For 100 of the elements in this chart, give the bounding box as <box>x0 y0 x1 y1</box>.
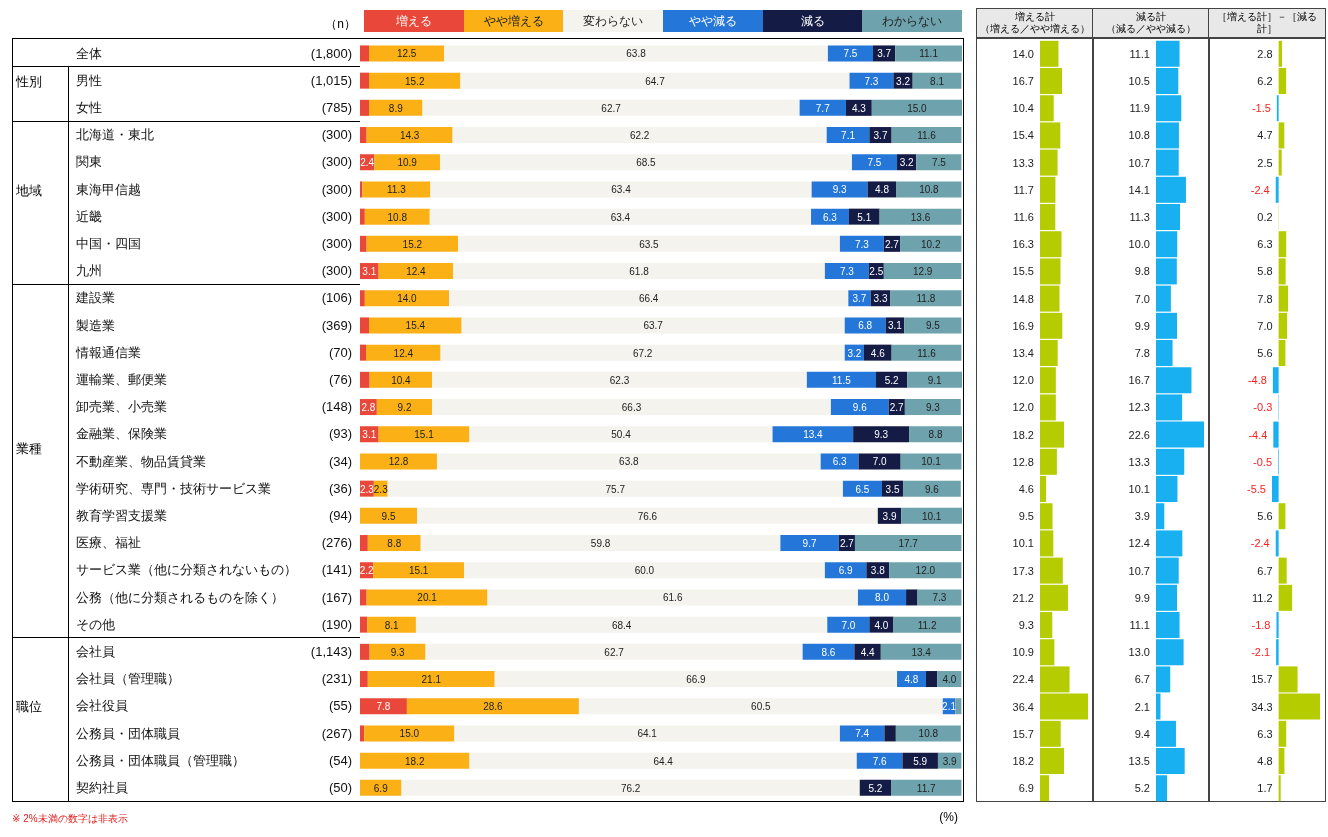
x-axis-title: (%) <box>938 809 958 824</box>
y-tick-label: 運輸業、郵便業 <box>76 372 167 387</box>
y2-tick-label: (106) <box>321 290 352 306</box>
data-label: 10.1 <box>1128 483 1150 496</box>
data-label: 4.7 <box>1257 129 1273 142</box>
data-label: 7.7 <box>815 102 831 114</box>
text: 減る <box>762 10 863 32</box>
data-label: 3.3 <box>873 293 888 305</box>
bar <box>454 725 840 742</box>
y-tick-label: 九州 <box>76 263 102 279</box>
bar <box>827 45 873 62</box>
data-label: 9.5 <box>381 510 396 522</box>
bar <box>374 154 440 171</box>
bar <box>857 589 907 606</box>
y2-tick-label: (1,143) <box>310 643 352 659</box>
y-tick-label: 教育学習支援業 <box>76 508 167 523</box>
data-label: 12.0 <box>1012 401 1034 414</box>
data-label: 10.8 <box>919 184 940 196</box>
data-label: 15.0 <box>907 102 928 114</box>
data-label: 6.5 <box>855 483 870 495</box>
y-tick-label: その他 <box>76 616 115 632</box>
y2-tick-label: (300) <box>321 236 352 251</box>
bar <box>494 671 898 688</box>
data-label: -0.5 <box>1253 455 1273 468</box>
data-label: 67.2 <box>632 347 653 359</box>
bar <box>360 290 365 307</box>
data-label: 9.3 <box>925 402 941 414</box>
data-label: 68.5 <box>636 157 657 169</box>
y2-tick-label: (76) <box>328 372 352 387</box>
y2-tick-label: (50) <box>328 779 352 795</box>
data-label: 6.9 <box>373 782 389 794</box>
bar <box>439 154 852 171</box>
data-label: -4.8 <box>1247 374 1267 387</box>
data-label: 7.3 <box>932 592 947 604</box>
data-label: 15.0 <box>399 728 420 740</box>
bar <box>854 535 962 552</box>
data-label: 3.7 <box>852 293 867 305</box>
data-label: 11.7 <box>1013 183 1034 196</box>
data-label: -1.5 <box>1251 102 1271 115</box>
data-label: 7.5 <box>931 157 947 169</box>
data-label: 76.6 <box>637 510 658 522</box>
data-label: 3.2 <box>899 157 915 169</box>
bar <box>360 371 370 388</box>
data-label: 6.9 <box>1018 782 1034 795</box>
bar <box>369 99 423 116</box>
data-label: 9.3 <box>1018 619 1034 632</box>
data-label: 16.7 <box>1012 75 1034 88</box>
y2-tick-label: (167) <box>321 589 352 605</box>
bar <box>369 317 462 334</box>
data-label: 13.3 <box>1128 455 1150 468</box>
bar <box>360 671 368 688</box>
data-label: 7.0 <box>1257 319 1273 332</box>
bar <box>1275 530 1279 557</box>
data-label: 8.9 <box>388 102 404 114</box>
data-label: 66.4 <box>638 293 659 305</box>
data-label: 13.4 <box>911 646 932 658</box>
bar <box>883 263 962 280</box>
bar <box>369 643 426 660</box>
bar <box>916 154 962 171</box>
y-tick-label: 公務員・団体職員 <box>76 725 180 741</box>
data-label: 7.8 <box>376 701 391 713</box>
bar <box>904 399 961 416</box>
bar <box>360 344 367 361</box>
data-label: 20.1 <box>417 592 438 604</box>
bar <box>387 480 843 497</box>
data-label: 14.1 <box>1128 183 1150 196</box>
data-label: 62.2 <box>629 130 650 142</box>
data-label: 5.9 <box>913 755 928 767</box>
data-label: 6.2 <box>1257 75 1273 88</box>
chart-title: ［増える計］－［減る計］ <box>1209 11 1325 35</box>
data-label: 50.4 <box>611 429 632 441</box>
data-label: 3.1 <box>362 429 377 441</box>
y2-tick-label: (36) <box>328 480 352 496</box>
data-label: 11.5 <box>832 374 852 386</box>
y-tick-label: 北海道・東北 <box>76 127 154 143</box>
data-label: -0.3 <box>1253 401 1273 414</box>
bar <box>429 208 812 225</box>
bar <box>366 235 459 252</box>
data-label: 68.4 <box>611 619 632 631</box>
data-label: 15.2 <box>402 238 423 250</box>
bar <box>360 72 370 89</box>
bar <box>420 535 781 552</box>
bar <box>449 290 849 307</box>
data-label: 10.2 <box>921 238 941 250</box>
y2-tick-label: (141) <box>321 562 352 578</box>
bar <box>907 371 962 388</box>
data-label: 11.1 <box>1129 47 1150 60</box>
data-label: 18.2 <box>1012 428 1034 441</box>
data-label: -1.8 <box>1251 619 1271 632</box>
data-label: 14.0 <box>397 293 418 305</box>
bar <box>436 453 821 470</box>
bar <box>366 344 441 361</box>
data-label: 12.3 <box>1128 401 1150 414</box>
data-label: 5.2 <box>1134 782 1150 795</box>
data-label: 8.1 <box>930 75 945 87</box>
data-label: 2.5 <box>1257 156 1273 169</box>
data-label: 21.2 <box>1012 591 1034 604</box>
data-label: 3.5 <box>885 483 900 495</box>
text: 性別 <box>16 72 43 91</box>
bar <box>415 616 828 633</box>
